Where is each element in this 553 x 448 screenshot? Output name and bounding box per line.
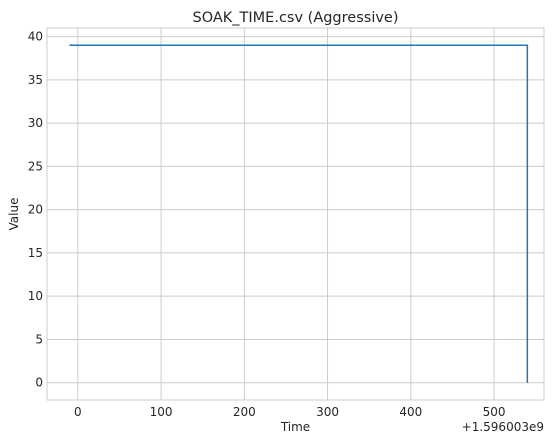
x-tick-label: 200 — [233, 405, 256, 419]
x-tick-label: 100 — [150, 405, 173, 419]
grid-lines — [47, 28, 544, 400]
y-tick-label: 5 — [35, 332, 43, 346]
y-tick-label: 30 — [28, 116, 43, 130]
series-line — [69, 44, 529, 383]
y-tick-label: 0 — [35, 376, 43, 390]
y-tick-label: 40 — [28, 30, 43, 44]
x-axis-label: Time — [280, 420, 310, 434]
x-tick-label: 0 — [74, 405, 82, 419]
y-tick-label: 25 — [28, 159, 43, 173]
y-tick-label: 10 — [28, 289, 43, 303]
y-tick-label: 20 — [28, 203, 43, 217]
chart-title: SOAK_TIME.csv (Aggressive) — [192, 10, 398, 26]
plot-frame — [46, 27, 545, 401]
series-layer — [69, 44, 529, 383]
plot-background — [47, 28, 544, 400]
x-tick-labels: 0 100 200 300 400 500 — [74, 405, 506, 419]
x-tick-label: 400 — [399, 405, 422, 419]
x-axis-offset-label: +1.596003e9 — [462, 420, 544, 434]
y-axis-label: Value — [7, 198, 21, 231]
y-tick-label: 15 — [28, 246, 43, 260]
x-tick-label: 500 — [483, 405, 506, 419]
y-tick-labels: 0 5 10 15 20 25 30 35 40 — [28, 30, 43, 390]
x-tick-label: 300 — [316, 405, 339, 419]
y-tick-label: 35 — [28, 73, 43, 87]
